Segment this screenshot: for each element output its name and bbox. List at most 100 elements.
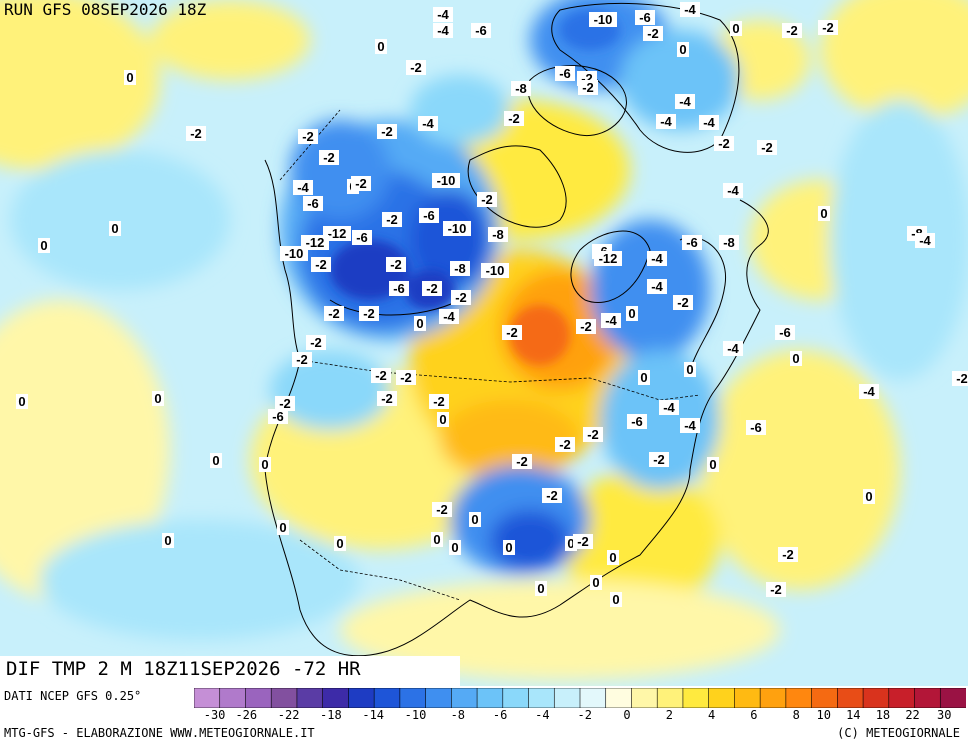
contour-label-bg	[656, 114, 676, 129]
contour-label-bg	[323, 226, 351, 241]
contour-label-bg	[659, 400, 679, 415]
contour-label-bg	[512, 454, 532, 469]
contour-label: 0	[336, 536, 343, 551]
contour-label-bg	[488, 227, 508, 242]
legend-tick-label: 10	[816, 708, 831, 722]
contour-label: -2	[279, 396, 291, 411]
contour-label-bg	[109, 221, 121, 236]
contour-label-bg	[746, 420, 766, 435]
contour-label: -2	[647, 26, 659, 41]
contour-label: -10	[594, 12, 613, 27]
contour-label-bg	[601, 313, 621, 328]
contour-label: -4	[297, 180, 309, 195]
contour-label: -4	[437, 23, 449, 38]
contour-labels: -4-4 -6-10 -6-4-200 -2 -20-2-8-6 -2-20-2 -2 -2-…	[16, 2, 968, 607]
data-source: DATI NCEP GFS 0.25°	[4, 689, 142, 703]
contour-label: 0	[451, 540, 458, 555]
contour-label-bg	[377, 391, 397, 406]
contour-label-bg	[16, 394, 28, 409]
contour-label-bg	[503, 540, 515, 555]
contour-label: -2	[587, 427, 599, 442]
contour-label: -6	[356, 230, 368, 245]
contour-label-bg	[643, 26, 663, 41]
contour-label-bg	[607, 550, 619, 565]
contour-label: -2	[386, 212, 398, 227]
legend-swatch	[914, 688, 942, 708]
contour-label-bg	[818, 20, 838, 35]
contour-label-bg	[714, 136, 734, 151]
legend-swatch	[708, 688, 736, 708]
contour-label: -2	[328, 306, 340, 321]
contour-label: -2	[363, 306, 375, 321]
contour-label-bg	[477, 192, 497, 207]
contour-label-bg	[396, 370, 416, 385]
contour-label: -6	[639, 10, 651, 25]
legend-tick-label: 8	[792, 708, 800, 722]
contour-label: -6	[272, 409, 284, 424]
contour-label-bg	[675, 94, 695, 109]
panel-title: DIF TMP 2 M 18Z11SEP2026 -72 HR	[6, 658, 361, 680]
contour-label-bg	[359, 306, 379, 321]
contour-label-bg	[730, 21, 742, 36]
contour-label: -2	[677, 295, 689, 310]
contour-label-bg	[952, 371, 968, 386]
contour-label: -2	[782, 547, 794, 562]
contour-label-bg	[311, 257, 331, 272]
contour-label-bg	[306, 335, 326, 350]
credit-left: MTG-GFS - ELABORAZIONE WWW.METEOGIORNALE…	[4, 726, 315, 740]
contour-label-bg	[766, 582, 786, 597]
contour-label-bg	[162, 533, 174, 548]
legend-tick-label: 14	[846, 708, 861, 722]
contour-label-bg	[210, 453, 222, 468]
legend-tick-label: -10	[404, 708, 427, 722]
legend-ticks: -30 -26 -22 -18 -14 -10 -8 -6 -4 -2 0 2 4 6 8 10 14 18 22 3…	[194, 708, 966, 724]
contour-label-bg	[275, 396, 295, 411]
contour-label: 0	[18, 394, 25, 409]
contour-label-bg	[268, 409, 288, 424]
contour-label: -2	[400, 370, 412, 385]
contour-label: -2	[426, 281, 438, 296]
contour-label-bg	[680, 2, 700, 17]
contour-label: 0	[471, 512, 478, 527]
contour-label: -2	[718, 136, 730, 151]
contour-label: 0	[212, 453, 219, 468]
contour-label: -4	[660, 114, 672, 129]
contour-label: -2	[436, 502, 448, 517]
legend-tick-label: -8	[450, 708, 466, 722]
legend-tick-label: 4	[707, 708, 716, 722]
legend-swatch	[373, 688, 401, 708]
contour-label-bg	[723, 183, 743, 198]
legend-swatch	[270, 688, 298, 708]
contour-label-bg	[471, 23, 491, 38]
contour-label-bg	[775, 325, 795, 340]
contour-label: -4	[651, 279, 663, 294]
contour-label-bg	[481, 263, 509, 278]
contour-label: 0	[505, 540, 512, 555]
legend-swatch	[939, 688, 966, 708]
contour-label: -10	[448, 221, 467, 236]
legend-tick-label: -14	[362, 708, 385, 722]
contour-label: -10	[437, 173, 456, 188]
contour-label-bg	[449, 540, 461, 555]
contour-label: -2	[190, 126, 202, 141]
contour-label: -2	[546, 488, 558, 503]
legend-tick-label: -26	[235, 708, 258, 722]
contour-label-bg	[389, 281, 409, 296]
contour-label-bg	[511, 81, 531, 96]
contour-label: -6	[423, 208, 435, 223]
contour-label-bg	[324, 306, 344, 321]
contour-label: -2	[390, 257, 402, 272]
contour-label: -2	[381, 391, 393, 406]
contour-label-bg	[723, 341, 743, 356]
contour-label: -4	[605, 313, 617, 328]
contour-label-bg	[375, 39, 387, 54]
contour-label-bg	[859, 384, 879, 399]
contour-label: -2	[577, 534, 589, 549]
contour-label: -12	[306, 235, 325, 250]
contour-label-bg	[439, 309, 459, 324]
legend-swatch	[245, 688, 273, 708]
contour-label: -4	[727, 341, 739, 356]
contour-label: 0	[416, 316, 423, 331]
contour-label-bg	[627, 414, 647, 429]
legend-swatch	[476, 688, 504, 708]
